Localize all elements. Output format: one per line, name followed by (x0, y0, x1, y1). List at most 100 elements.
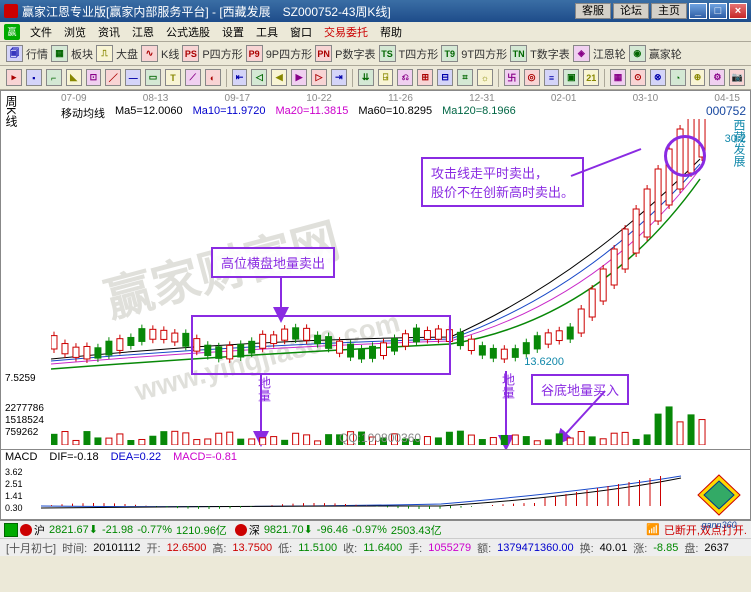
toolbar-icon[interactable]: PN (315, 45, 332, 62)
macd-y2: 1.41 (5, 490, 23, 502)
toolbar2-icon[interactable]: ⊡ (86, 69, 102, 86)
toolbar2-icon[interactable]: ◀ (271, 69, 287, 86)
macd-macd: MACD=-0.81 (173, 451, 237, 463)
toolbar-label[interactable]: 9T四方形 (461, 46, 507, 62)
toolbar2-icon[interactable]: ▦ (610, 69, 626, 86)
circle-mark (664, 135, 706, 177)
open-k: 开: (147, 540, 161, 556)
toolbar2-icon[interactable]: ▪ (26, 69, 42, 86)
toolbar2-icon[interactable]: ▣ (563, 69, 579, 86)
toolbar2-icon[interactable]: ◁ (251, 69, 267, 86)
hu-vol: 1210.96亿 (176, 522, 227, 538)
toolbar2-icon[interactable]: ／ (105, 69, 121, 86)
hu-chg: -21.98 (102, 524, 133, 536)
app-icon (4, 4, 18, 18)
toolbar-label[interactable]: 行情 (26, 46, 48, 62)
low-v: 11.5100 (298, 542, 337, 554)
toolbar2-icon[interactable]: ⎌ (397, 69, 413, 86)
toolbar-label[interactable]: T四方形 (399, 46, 439, 62)
maximize-button[interactable]: □ (709, 3, 727, 19)
chart-side-label: 周K线 (3, 95, 20, 127)
toolbar-icon[interactable]: ⎍ (96, 45, 113, 62)
date-label: [十月初七] (6, 540, 56, 556)
toolbar-label[interactable]: K线 (161, 46, 179, 62)
toolbar-icon[interactable]: TS (379, 45, 396, 62)
toolbar-label[interactable]: P四方形 (202, 46, 242, 62)
toolbar2-icon[interactable]: ⊟ (437, 69, 453, 86)
logo-icon: 赢 (4, 24, 20, 40)
menu-info[interactable]: 资讯 (92, 24, 126, 40)
toolbar2-icon[interactable]: 📷 (729, 69, 745, 86)
toolbar-icon[interactable]: ◈ (573, 45, 590, 62)
toolbar2-icon[interactable]: ◎ (524, 69, 540, 86)
toolbar2-icon[interactable]: ⟋ (185, 69, 201, 86)
toolbar2-icon[interactable]: 卐 (504, 69, 520, 86)
toolbar-label[interactable]: 大盘 (116, 46, 138, 62)
menu-window[interactable]: 窗口 (284, 24, 318, 40)
toolbar2-icon[interactable]: ⚙ (709, 69, 725, 86)
toolbar-icon[interactable]: PS (182, 45, 199, 62)
toolbar-label[interactable]: P数字表 (335, 46, 375, 62)
menu-formula[interactable]: 公式选股 (160, 24, 216, 40)
toolbar2-icon[interactable]: ⊙ (630, 69, 646, 86)
toolbar2-icon[interactable]: ⌐ (46, 69, 62, 86)
toolbar-icon[interactable]: TN (510, 45, 527, 62)
toolbar2-icon[interactable]: ◣ (66, 69, 82, 86)
low-k: 低: (278, 540, 292, 556)
toolbar-label[interactable]: 板块 (71, 46, 93, 62)
chart-area: 周K线 07-0908-1309-1710-2211-2612-3102-010… (0, 90, 751, 520)
kefu-button[interactable]: 客服 (575, 3, 611, 19)
toolbar2-icon[interactable]: ⊞ (417, 69, 433, 86)
toolbar2-icon[interactable]: ⇥ (331, 69, 347, 86)
toolbar2-icon[interactable]: ≡ (544, 69, 560, 86)
toolbar2-icon[interactable]: T (165, 69, 181, 86)
toolbar2-icon[interactable]: ▸ (6, 69, 22, 86)
toolbar2-icon[interactable]: ⍈ (378, 69, 394, 86)
macd-title: MACD (5, 451, 37, 463)
toolbar2-icon[interactable]: ◐ (205, 69, 221, 86)
toolbar2-icon[interactable]: 21 (583, 69, 599, 86)
annotation-attack-line: 攻击线走平时卖出， 股价不在创新高时卖出。 (421, 157, 584, 207)
toolbar2-icon[interactable]: ⊗ (650, 69, 666, 86)
toolbar-label[interactable]: 赢家轮 (649, 46, 682, 62)
toolbar2-icon[interactable]: ⇤ (232, 69, 248, 86)
toolbar2-icon[interactable]: ⌗ (457, 69, 473, 86)
toolbar2-icon[interactable]: ▭ (145, 69, 161, 86)
toolbar2-icon[interactable]: ⊕ (690, 69, 706, 86)
price-high: 30.2 (725, 133, 746, 145)
toolbar-label[interactable]: 江恩轮 (593, 46, 626, 62)
toolbar-icon[interactable]: T9 (441, 45, 458, 62)
date-tick: 12-31 (469, 93, 495, 105)
close-button[interactable]: × (729, 3, 747, 19)
toolbar2-icon[interactable]: ▶ (291, 69, 307, 86)
menu-tools[interactable]: 工具 (250, 24, 284, 40)
luntan-button[interactable]: 论坛 (613, 3, 649, 19)
infobar: [十月初七] 时间:20101112 开:12.6500 高:13.7500 低… (0, 538, 751, 556)
toolbar-label[interactable]: 9P四方形 (266, 46, 312, 62)
toolbar-icon[interactable]: 🗐 (6, 45, 23, 62)
menu-jiangn[interactable]: 江恩 (126, 24, 160, 40)
menu-file[interactable]: 文件 (24, 24, 58, 40)
stock-code: 000752 (706, 104, 746, 118)
menu-browse[interactable]: 浏览 (58, 24, 92, 40)
zhuye-button[interactable]: 主页 (651, 3, 687, 19)
toolbar-icon[interactable]: P9 (246, 45, 263, 62)
toolbar-label[interactable]: T数字表 (530, 46, 570, 62)
conn-icon[interactable]: 📶 (646, 523, 660, 536)
toolbar2-icon[interactable]: ◔ (670, 69, 686, 86)
amt-v: 1379471360.00 (497, 542, 573, 554)
menu-settings[interactable]: 设置 (216, 24, 250, 40)
minimize-button[interactable]: _ (689, 3, 707, 19)
toolbar2-icon[interactable]: ☼ (477, 69, 493, 86)
toolbar-icon[interactable]: ◉ (629, 45, 646, 62)
toolbar-icon[interactable]: ▦ (51, 45, 68, 62)
vol-label-0: 2277786 (5, 403, 44, 414)
toolbar2-icon[interactable]: ▷ (311, 69, 327, 86)
shen-vol: 2503.43亿 (391, 522, 442, 538)
toolbar2-icon[interactable]: — (125, 69, 141, 86)
toolbar-icon[interactable]: ∿ (141, 45, 158, 62)
menu-trade[interactable]: 交易委托 (318, 24, 374, 40)
menu-help[interactable]: 帮助 (374, 24, 408, 40)
toolbar2-icon[interactable]: ⇊ (358, 69, 374, 86)
time-v: 20101112 (93, 542, 140, 554)
